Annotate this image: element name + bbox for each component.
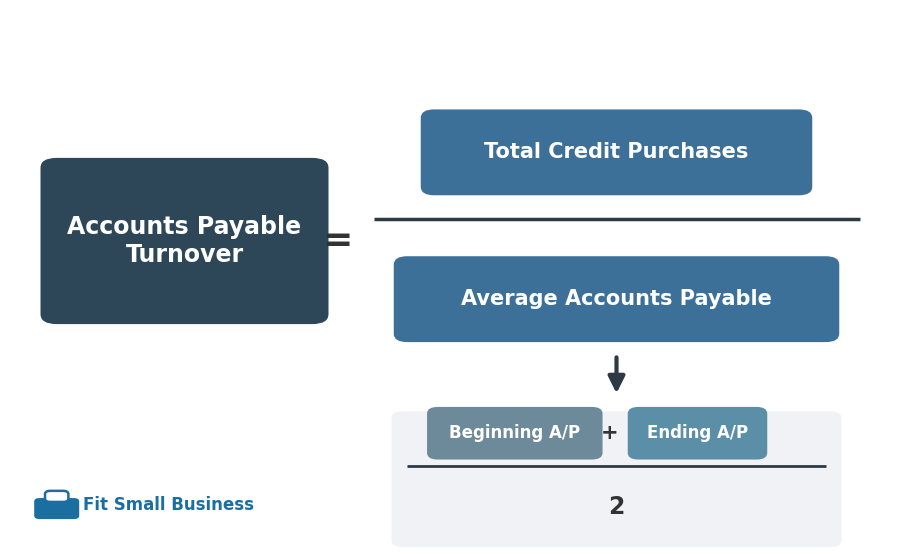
- FancyBboxPatch shape: [40, 158, 328, 324]
- FancyBboxPatch shape: [427, 407, 603, 460]
- Text: Total Credit Purchases: Total Credit Purchases: [484, 142, 749, 162]
- Text: Accounts Payable
Turnover: Accounts Payable Turnover: [68, 215, 302, 267]
- Text: Average Accounts Payable: Average Accounts Payable: [461, 289, 772, 309]
- Text: Beginning A/P: Beginning A/P: [449, 424, 580, 442]
- FancyBboxPatch shape: [45, 491, 68, 502]
- FancyBboxPatch shape: [34, 498, 79, 519]
- Text: 2: 2: [608, 495, 625, 519]
- FancyBboxPatch shape: [628, 407, 767, 460]
- Text: Fit Small Business: Fit Small Business: [83, 496, 254, 514]
- FancyBboxPatch shape: [421, 110, 813, 196]
- FancyBboxPatch shape: [394, 256, 840, 342]
- Text: Ending A/P: Ending A/P: [647, 424, 748, 442]
- FancyBboxPatch shape: [392, 411, 842, 547]
- Text: =: =: [322, 224, 353, 258]
- Text: +: +: [600, 423, 618, 443]
